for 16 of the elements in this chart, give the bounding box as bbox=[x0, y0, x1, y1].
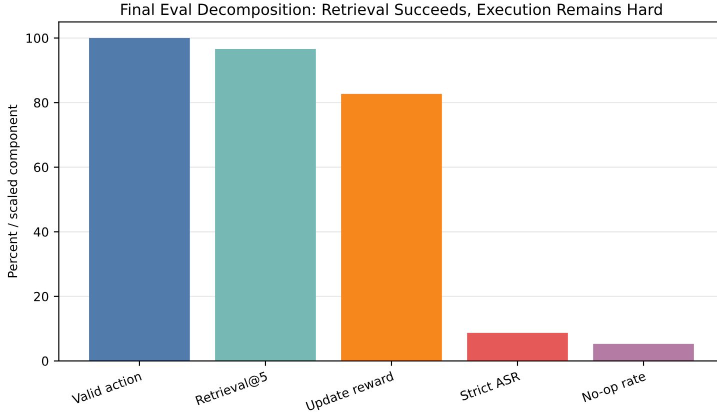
x-tick-label: Strict ASR bbox=[460, 370, 520, 401]
y-tick-label: 80 bbox=[34, 98, 48, 108]
x-tick-label: Valid action bbox=[71, 371, 142, 405]
y-tick-label: 0 bbox=[42, 356, 48, 366]
bar bbox=[89, 38, 190, 361]
y-tick-label: 40 bbox=[34, 227, 48, 237]
bar bbox=[341, 94, 442, 361]
bar bbox=[467, 332, 568, 361]
chart-title: Final Eval Decomposition: Retrieval Succeeds, Execution Remains Hard bbox=[121, 3, 662, 18]
y-axis-title: Percent / scaled component bbox=[8, 104, 20, 278]
bar bbox=[215, 49, 316, 361]
y-tick-label: 20 bbox=[34, 292, 48, 302]
y-tick-label: 60 bbox=[34, 162, 48, 172]
y-tick-label: 100 bbox=[26, 34, 48, 43]
x-tick-label: No-op rate bbox=[582, 371, 648, 405]
bar bbox=[593, 344, 694, 361]
